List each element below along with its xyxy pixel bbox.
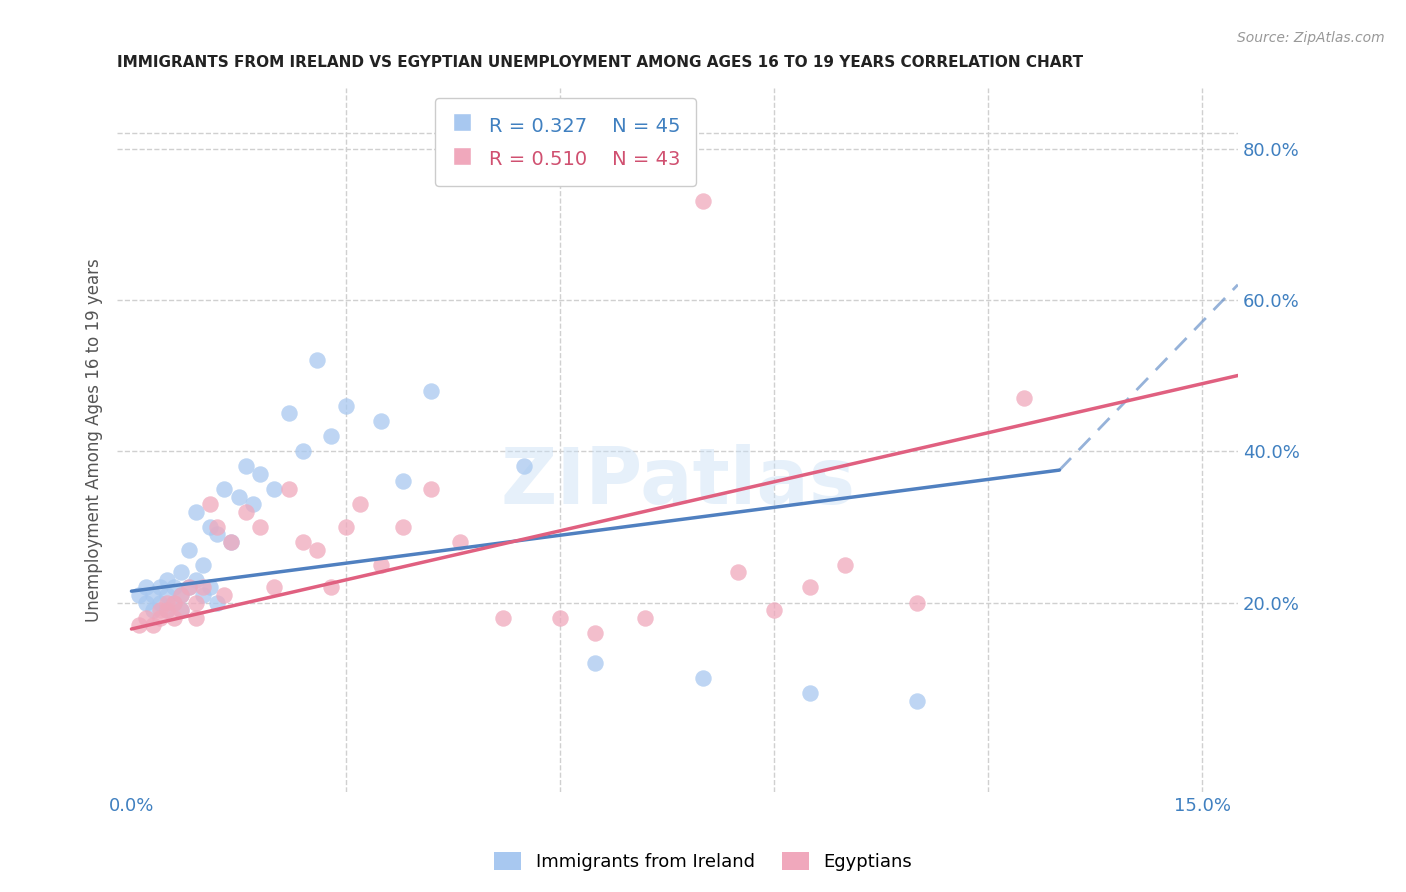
Point xyxy=(156,588,179,602)
Point xyxy=(307,542,329,557)
Point xyxy=(198,520,221,534)
Point xyxy=(156,603,179,617)
Point xyxy=(149,610,172,624)
Point xyxy=(205,527,228,541)
Point xyxy=(184,595,207,609)
Point xyxy=(149,603,172,617)
Point xyxy=(1012,391,1035,405)
Point xyxy=(335,520,357,534)
Point xyxy=(221,535,243,549)
Point xyxy=(163,610,186,624)
Point xyxy=(634,610,657,624)
Point xyxy=(177,581,200,595)
Legend: R = 0.327    N = 45, R = 0.510    N = 43: R = 0.327 N = 45, R = 0.510 N = 43 xyxy=(434,98,696,186)
Point xyxy=(727,566,749,580)
Point xyxy=(156,603,179,617)
Point xyxy=(191,588,214,602)
Point xyxy=(170,603,193,617)
Point xyxy=(449,535,471,549)
Point xyxy=(170,603,193,617)
Point xyxy=(548,610,571,624)
Point xyxy=(420,482,443,496)
Point xyxy=(277,406,299,420)
Point xyxy=(221,535,243,549)
Text: ZIPatlas: ZIPatlas xyxy=(501,444,855,520)
Point xyxy=(692,671,714,685)
Point xyxy=(492,610,515,624)
Point xyxy=(228,490,250,504)
Point xyxy=(291,535,314,549)
Point xyxy=(149,581,172,595)
Point xyxy=(191,558,214,572)
Point xyxy=(128,588,150,602)
Point xyxy=(249,520,271,534)
Point xyxy=(135,595,157,609)
Point xyxy=(205,520,228,534)
Text: Source: ZipAtlas.com: Source: ZipAtlas.com xyxy=(1237,31,1385,45)
Point xyxy=(321,429,343,443)
Point xyxy=(198,497,221,511)
Point xyxy=(277,482,299,496)
Point xyxy=(263,482,285,496)
Point xyxy=(370,414,392,428)
Point xyxy=(184,610,207,624)
Text: IMMIGRANTS FROM IRELAND VS EGYPTIAN UNEMPLOYMENT AMONG AGES 16 TO 19 YEARS CORRE: IMMIGRANTS FROM IRELAND VS EGYPTIAN UNEM… xyxy=(117,55,1083,70)
Point xyxy=(307,353,329,368)
Point xyxy=(585,625,607,640)
Point xyxy=(214,588,236,602)
Point xyxy=(128,618,150,632)
Point xyxy=(291,444,314,458)
Point xyxy=(135,610,157,624)
Point xyxy=(834,558,856,572)
Point xyxy=(391,520,413,534)
Y-axis label: Unemployment Among Ages 16 to 19 years: Unemployment Among Ages 16 to 19 years xyxy=(86,258,103,622)
Point xyxy=(370,558,392,572)
Point xyxy=(191,581,214,595)
Point xyxy=(170,588,193,602)
Point xyxy=(905,595,928,609)
Point xyxy=(184,573,207,587)
Point xyxy=(349,497,371,511)
Point xyxy=(198,581,221,595)
Point xyxy=(762,603,785,617)
Point xyxy=(585,656,607,670)
Point xyxy=(163,581,186,595)
Point xyxy=(205,595,228,609)
Point xyxy=(142,618,165,632)
Point xyxy=(135,581,157,595)
Point xyxy=(170,588,193,602)
Point xyxy=(391,475,413,489)
Point xyxy=(184,505,207,519)
Point xyxy=(177,581,200,595)
Point xyxy=(335,399,357,413)
Point xyxy=(163,595,186,609)
Point xyxy=(513,459,536,474)
Point xyxy=(799,686,821,700)
Point xyxy=(177,542,200,557)
Point xyxy=(149,595,172,609)
Point xyxy=(249,467,271,481)
Point xyxy=(420,384,443,398)
Point xyxy=(142,588,165,602)
Point xyxy=(142,603,165,617)
Point xyxy=(799,581,821,595)
Point xyxy=(321,581,343,595)
Point xyxy=(235,505,257,519)
Point xyxy=(235,459,257,474)
Point xyxy=(214,482,236,496)
Legend: Immigrants from Ireland, Egyptians: Immigrants from Ireland, Egyptians xyxy=(486,845,920,879)
Point xyxy=(170,566,193,580)
Point xyxy=(156,573,179,587)
Point xyxy=(692,194,714,209)
Point xyxy=(905,694,928,708)
Point xyxy=(263,581,285,595)
Point xyxy=(242,497,264,511)
Point xyxy=(163,595,186,609)
Point xyxy=(156,595,179,609)
